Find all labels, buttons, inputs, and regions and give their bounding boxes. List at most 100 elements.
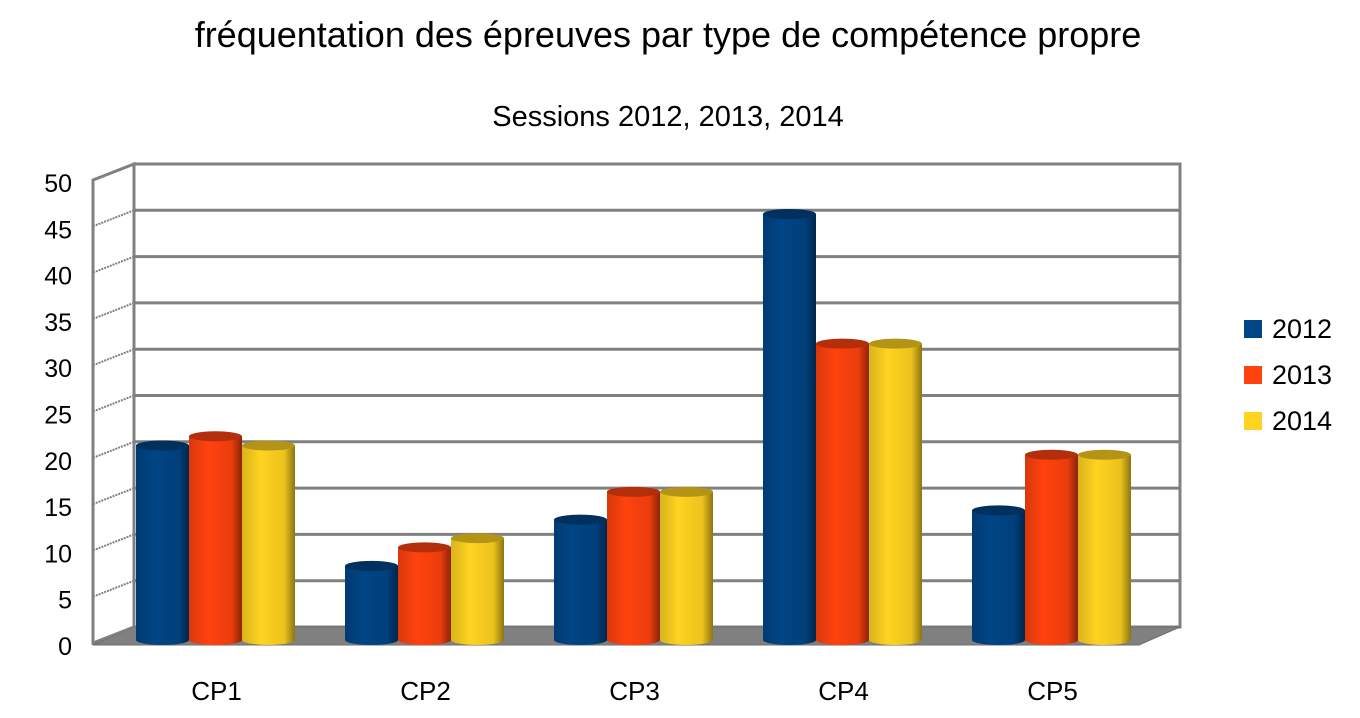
bar-body — [972, 510, 1025, 640]
bar-base — [1078, 635, 1131, 645]
bar-top — [554, 514, 607, 525]
bar-base — [816, 635, 869, 645]
bar-body — [242, 445, 295, 640]
bar — [554, 514, 607, 645]
y-tick-label: 50 — [44, 170, 72, 198]
bar-body — [189, 436, 242, 640]
y-tick-label: 40 — [44, 263, 72, 291]
side-gridline — [92, 579, 135, 598]
bar-base — [345, 635, 398, 645]
bar-base — [660, 635, 713, 645]
bar-base — [972, 635, 1025, 645]
bar-top — [1078, 449, 1131, 460]
bar-body — [345, 565, 398, 640]
side-gridline — [92, 348, 135, 367]
side-gridline — [92, 394, 135, 413]
bar-body — [554, 519, 607, 640]
x-tick-label: CP5 — [1027, 676, 1078, 706]
bar-body — [1025, 454, 1078, 640]
bar — [1025, 449, 1078, 645]
legend-swatch — [1244, 366, 1262, 384]
bar — [816, 338, 869, 645]
bar-top — [451, 533, 504, 544]
bar-body — [869, 343, 922, 640]
bar-base — [1025, 635, 1078, 645]
legend-item: 2014 — [1244, 398, 1332, 444]
legend: 2012 2013 2014 — [1244, 306, 1332, 444]
bar-base — [869, 635, 922, 645]
side-gridline — [92, 487, 135, 506]
bar-top — [607, 486, 660, 497]
legend-swatch — [1244, 320, 1262, 338]
y-tick-label: 35 — [44, 309, 72, 337]
x-tick-label: CP1 — [191, 676, 242, 706]
bar-body — [660, 491, 713, 640]
bar-top — [869, 338, 922, 349]
side-gridline — [92, 626, 135, 644]
bar-base — [607, 635, 660, 645]
bar-body — [816, 343, 869, 640]
bar-base — [451, 635, 504, 645]
side-gridline — [92, 163, 135, 181]
bar — [869, 338, 922, 645]
bar-body — [136, 445, 189, 640]
y-tick-label: 10 — [44, 540, 72, 568]
bar — [451, 533, 504, 645]
bar-base — [763, 635, 816, 645]
bar-top — [660, 486, 713, 497]
bar-top — [189, 431, 242, 442]
bar-body — [451, 538, 504, 640]
y-tick-label: 45 — [44, 216, 72, 244]
bar — [1078, 449, 1131, 645]
legend-swatch — [1244, 412, 1262, 430]
y-tick-label: 30 — [44, 355, 72, 383]
bar-base — [189, 635, 242, 645]
bar — [242, 440, 295, 645]
bar-top — [242, 440, 295, 451]
y-tick-label: 0 — [58, 633, 72, 661]
legend-item: 2012 — [1244, 306, 1332, 352]
bar — [398, 542, 451, 645]
y-tick-label: 5 — [58, 587, 72, 615]
y-tick-label: 25 — [44, 402, 72, 430]
side-gridline — [92, 533, 135, 552]
bar-base — [398, 635, 451, 645]
legend-label: 2012 — [1272, 313, 1333, 344]
side-gridline — [92, 301, 135, 320]
bar-top — [763, 209, 816, 220]
bar-top — [345, 560, 398, 571]
bar-top — [398, 542, 451, 553]
x-tick-label: CP4 — [818, 676, 869, 706]
legend-label: 2014 — [1272, 405, 1333, 436]
y-tick-label: 20 — [44, 448, 72, 476]
x-tick-label: CP3 — [609, 676, 660, 706]
bar — [607, 486, 660, 645]
y-axis-ticks: 0 5 10 15 20 25 30 35 40 45 50 — [44, 170, 72, 661]
bar-base — [242, 635, 295, 645]
bar — [345, 560, 398, 645]
bar — [660, 486, 713, 645]
side-gridline — [92, 255, 135, 274]
chart-subtitle: Sessions 2012, 2013, 2014 — [492, 101, 844, 133]
bar — [136, 440, 189, 645]
x-tick-label: CP2 — [400, 676, 451, 706]
bar-body — [763, 214, 816, 641]
bar-top — [816, 338, 869, 349]
bar-base — [554, 635, 607, 645]
legend-item: 2013 — [1244, 352, 1332, 398]
y-tick-label: 15 — [44, 494, 72, 522]
bar — [189, 431, 242, 645]
bar — [972, 505, 1025, 645]
bar-body — [607, 491, 660, 640]
bar-base — [136, 635, 189, 645]
bar-body — [1078, 454, 1131, 640]
side-gridline — [92, 209, 135, 228]
x-axis-labels: CP1 CP2 CP3 CP4 CP5 — [191, 676, 1078, 706]
legend-label: 2013 — [1272, 359, 1333, 390]
bars — [136, 209, 1131, 645]
bar — [763, 209, 816, 645]
bar-top — [136, 440, 189, 451]
side-gridline — [92, 440, 135, 459]
chart-title: fréquentation des épreuves par type de c… — [194, 14, 1142, 55]
